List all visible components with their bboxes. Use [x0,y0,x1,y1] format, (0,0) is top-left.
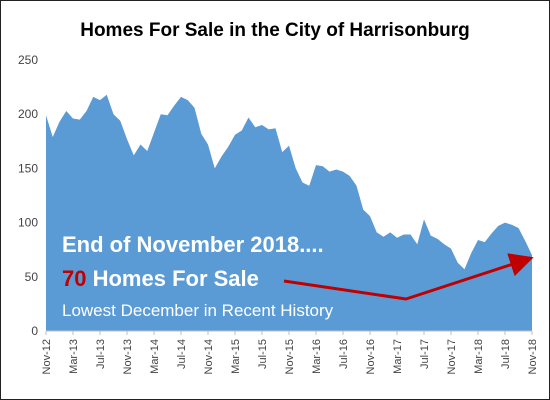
x-tick-label: Nov-13 [122,339,134,374]
x-tick-label: Mar-15 [230,339,242,374]
annotation-arrow [283,253,534,301]
x-tick-label: Jul-15 [257,339,269,369]
y-tick-label: 200 [18,107,38,121]
chart-title: Homes For Sale in the City of Harrisonbu… [80,20,470,41]
x-tick-label: Nov-14 [203,339,215,374]
y-tick-label: 0 [31,324,38,338]
x-tick-label: Mar-17 [392,339,404,374]
x-tick-label: Mar-14 [149,339,161,374]
series-area [46,94,532,331]
x-tick-label: Nov-18 [527,339,539,374]
y-tick-label: 150 [18,161,38,175]
x-tick-label: Mar-16 [311,339,323,374]
y-tick-label: 50 [25,270,39,284]
x-tick-label: Jul-13 [95,339,107,369]
x-axis: Nov-12 Mar-13 Jul-13 Nov-13 Mar-14 Jul-14 Nov-… [41,331,539,374]
x-tick-label: Nov-16 [365,339,377,374]
x-tick-label: Nov-12 [41,339,53,374]
annotation-line1: End of November 2018.... [62,232,324,257]
x-tick-label: Nov-15 [284,339,296,374]
x-tick-label: Jul-14 [176,339,188,369]
x-tick-label: Mar-18 [473,339,485,374]
x-tick-label: Mar-13 [68,339,80,374]
annotation-line2-text: Homes For Sale [86,266,258,291]
y-tick-label: 250 [18,53,38,67]
x-tick-label: Jul-17 [419,339,431,369]
annotation-line3: Lowest December in Recent History [62,301,334,320]
y-axis: 0 50 100 150 200 250 [18,53,38,338]
x-tick-label: Jul-18 [500,339,512,369]
annotation-number: 70 [62,266,86,291]
y-tick-label: 100 [18,216,38,230]
annotation-line2: 70 Homes For Sale [62,266,259,291]
x-tick-label: Nov-17 [446,339,458,374]
x-tick-label: Jul-16 [338,339,350,369]
